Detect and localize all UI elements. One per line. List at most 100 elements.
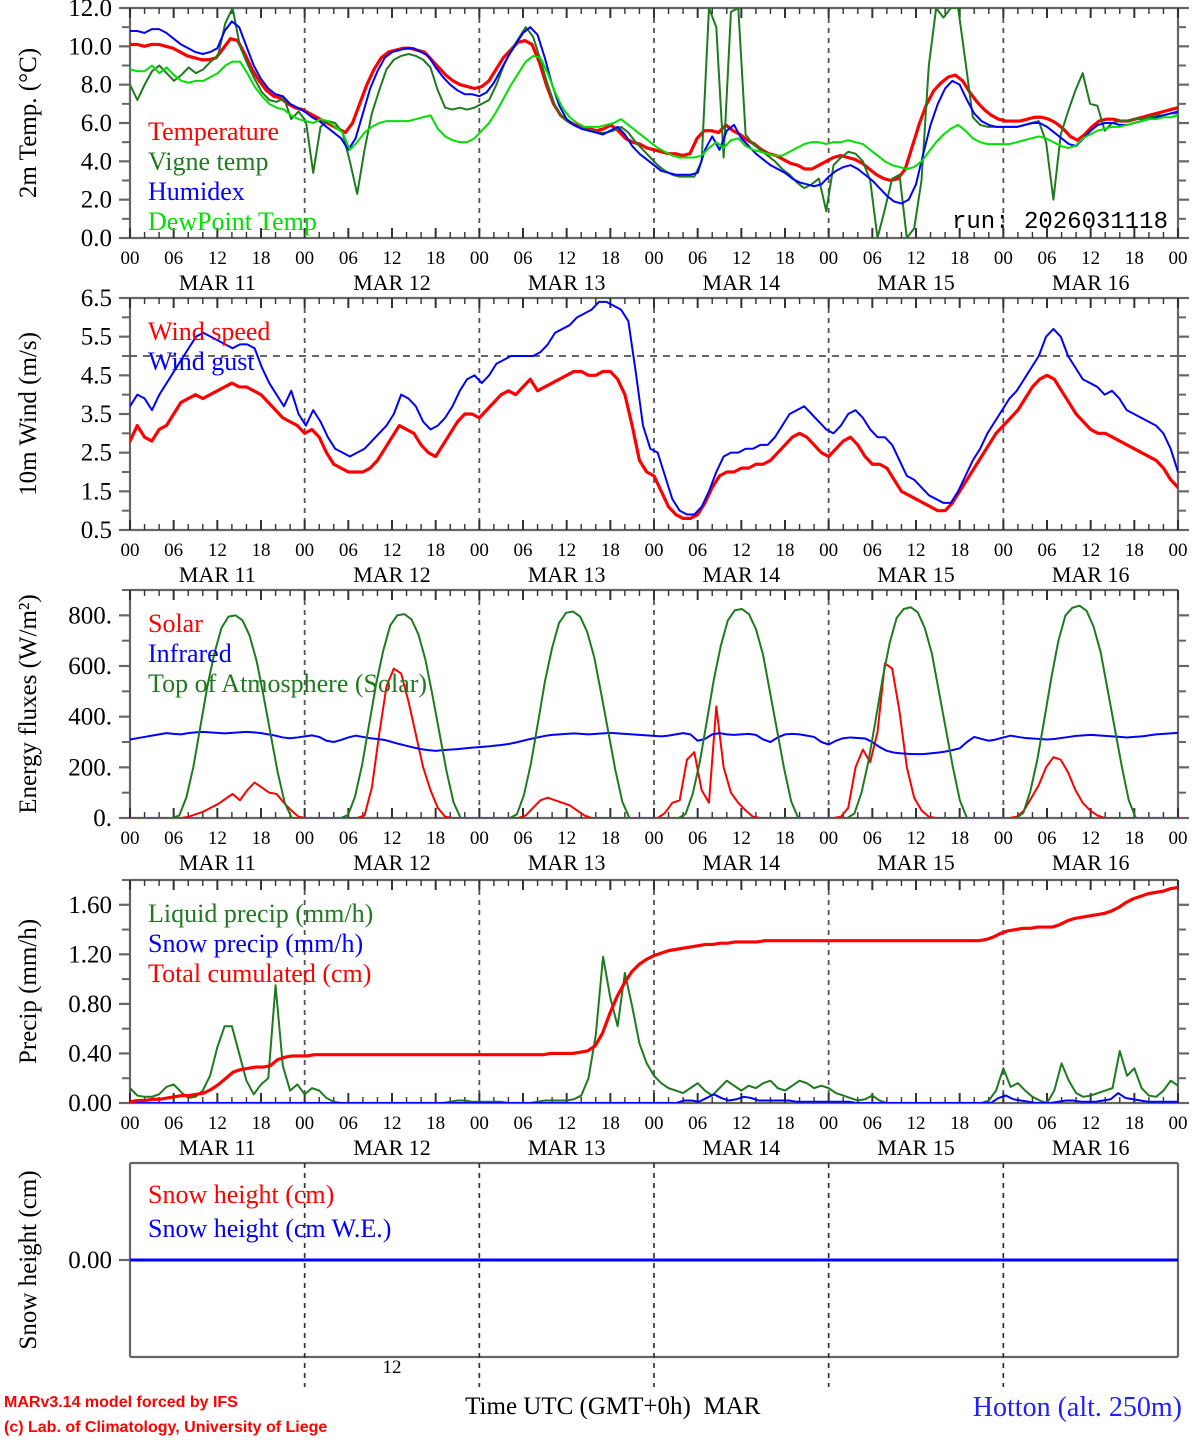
y-tick-label: 10.0 <box>68 33 112 60</box>
day-label: MAR 11 <box>179 562 256 587</box>
x-tick-label: 06 <box>1038 828 1057 849</box>
x-tick-label: 12 <box>557 540 576 561</box>
x-tick-label: 18 <box>1125 248 1144 269</box>
y-tick-label: 800. <box>68 602 112 629</box>
x-tick-label: 06 <box>339 828 358 849</box>
x-tick-label: 12 <box>383 540 402 561</box>
panel-temperature: 0.0 2.0 4.0 6.0 8.0 10.0 12.0 <box>68 0 1189 252</box>
y-tick-label: 0.00 <box>68 1247 112 1274</box>
x-tick-label: 06 <box>688 248 707 269</box>
x-tick-label: 00 <box>295 248 314 269</box>
x-tick-label: 12 <box>557 1113 576 1134</box>
x-tick-label: 06 <box>339 248 358 269</box>
legend-humidex: Humidex <box>148 177 245 206</box>
x-tick-label: 06 <box>688 828 707 849</box>
x-tick-label: 06 <box>863 540 882 561</box>
y-tick-label: 400. <box>68 704 112 731</box>
x-tick-label: 00 <box>645 540 664 561</box>
legend-total-cumulated-cm: Total cumulated (cm) <box>148 959 371 988</box>
day-label: MAR 12 <box>353 562 431 587</box>
day-label: MAR 11 <box>179 1135 256 1160</box>
x-tick-label: 12 <box>1081 1113 1100 1134</box>
day-label: MAR 12 <box>353 850 431 875</box>
x-tick-label: 18 <box>1125 1113 1144 1134</box>
x-tick-label: 12 <box>1081 828 1100 849</box>
run-label: run: 2026031118 <box>952 209 1168 236</box>
x-tick-label: 12 <box>208 828 227 849</box>
x-tick-label: 06 <box>688 540 707 561</box>
day-label: MAR 11 <box>179 850 256 875</box>
x-tick-label: 06 <box>339 540 358 561</box>
x-tick-label: 12 <box>557 248 576 269</box>
x-tick-label: 12 <box>907 828 926 849</box>
x-tick-label: 00 <box>994 828 1013 849</box>
x-tick-label: 06 <box>514 248 533 269</box>
x-tick-label: 00 <box>121 540 140 561</box>
x-tick-label: 18 <box>601 248 620 269</box>
x-tick-label: 00 <box>994 1113 1013 1134</box>
x-tick-label: 00 <box>295 1113 314 1134</box>
legend-vigne-temp: Vigne temp <box>148 147 268 176</box>
legend-top-of-atmosphere-solar: Top of Atmosphere (Solar) <box>148 669 427 698</box>
legend-snow-height-cm: Snow height (cm) <box>148 1180 334 1209</box>
footer-model-credit: MARv3.14 model forced by IFS <box>4 1394 238 1411</box>
x-tick-label: 18 <box>601 828 620 849</box>
x-tick-label: 06 <box>164 248 183 269</box>
y-tick-label: 8.0 <box>81 72 112 99</box>
legend-wind-gust: Wind gust <box>148 347 255 376</box>
x-tick-label: 12 <box>208 540 227 561</box>
x-tick-label: 06 <box>863 1113 882 1134</box>
x-tick-label: 00 <box>121 828 140 849</box>
x-tick-label: 18 <box>950 1113 969 1134</box>
x-tick-label: 18 <box>950 248 969 269</box>
series-group <box>130 885 1178 1103</box>
x-tick-label: 18 <box>252 248 271 269</box>
x-tick-label: 18 <box>252 1113 271 1134</box>
legend-liquid-precip-mm-h: Liquid precip (mm/h) <box>148 899 373 928</box>
legend-solar: Solar <box>148 609 203 638</box>
y-tick-label: 4.0 <box>81 148 112 175</box>
x-tick-label: 00 <box>121 248 140 269</box>
x-tick-label: 12 <box>732 540 751 561</box>
x-tick-label: 18 <box>426 1113 445 1134</box>
x-tick-label: 18 <box>426 828 445 849</box>
day-label: MAR 14 <box>703 562 781 587</box>
x-tick-label: 06 <box>863 248 882 269</box>
x-tick-label: 18 <box>1125 828 1144 849</box>
x-tick-label: 06 <box>1038 1113 1057 1134</box>
day-label: MAR 16 <box>1052 850 1130 875</box>
x-tick-label: 12 <box>907 1113 926 1134</box>
legend-infrared: Infrared <box>148 639 232 668</box>
day-label: MAR 14 <box>703 1135 781 1160</box>
panel-snow_height: 0.00 <box>68 1161 1180 1387</box>
y-axis-title: 2m Temp. (°C) <box>15 48 42 198</box>
x-tick-label: 12 <box>732 828 751 849</box>
x-tick-label: 12 <box>208 1113 227 1134</box>
panel-wind: 0.5 1.5 2.5 3.5 4.5 5.5 6.5 <box>81 285 1189 544</box>
day-label: MAR 15 <box>877 850 955 875</box>
panel-energy_fluxes: 0. 200. 400. 600. 800. <box>68 588 1189 832</box>
x-tick-label: 12 <box>557 828 576 849</box>
x-tick-label: 18 <box>950 828 969 849</box>
day-label: MAR 12 <box>353 270 431 295</box>
x-tick-label: 18 <box>601 1113 620 1134</box>
day-label: MAR 12 <box>353 1135 431 1160</box>
y-tick-label: 1.5 <box>81 478 112 505</box>
series-line-dewpoint-temp <box>130 54 1178 170</box>
x-tick-label: 12 <box>732 1113 751 1134</box>
x-tick-label: 00 <box>819 828 838 849</box>
x-tick-label: 06 <box>863 828 882 849</box>
x-tick-label: 12 <box>383 248 402 269</box>
x-tick-label: 00 <box>1169 248 1188 269</box>
x-tick-label: 00 <box>645 248 664 269</box>
y-tick-label: 4.5 <box>81 362 112 389</box>
x-tick-label: 18 <box>601 540 620 561</box>
x-tick-label: 00 <box>470 828 489 849</box>
x-tick-label: 00 <box>295 540 314 561</box>
day-label: MAR 15 <box>877 562 955 587</box>
x-tick-label: 06 <box>164 828 183 849</box>
x-tick-label: 06 <box>514 828 533 849</box>
x-tick-label: 18 <box>252 828 271 849</box>
y-tick-label: 1.60 <box>68 892 112 919</box>
